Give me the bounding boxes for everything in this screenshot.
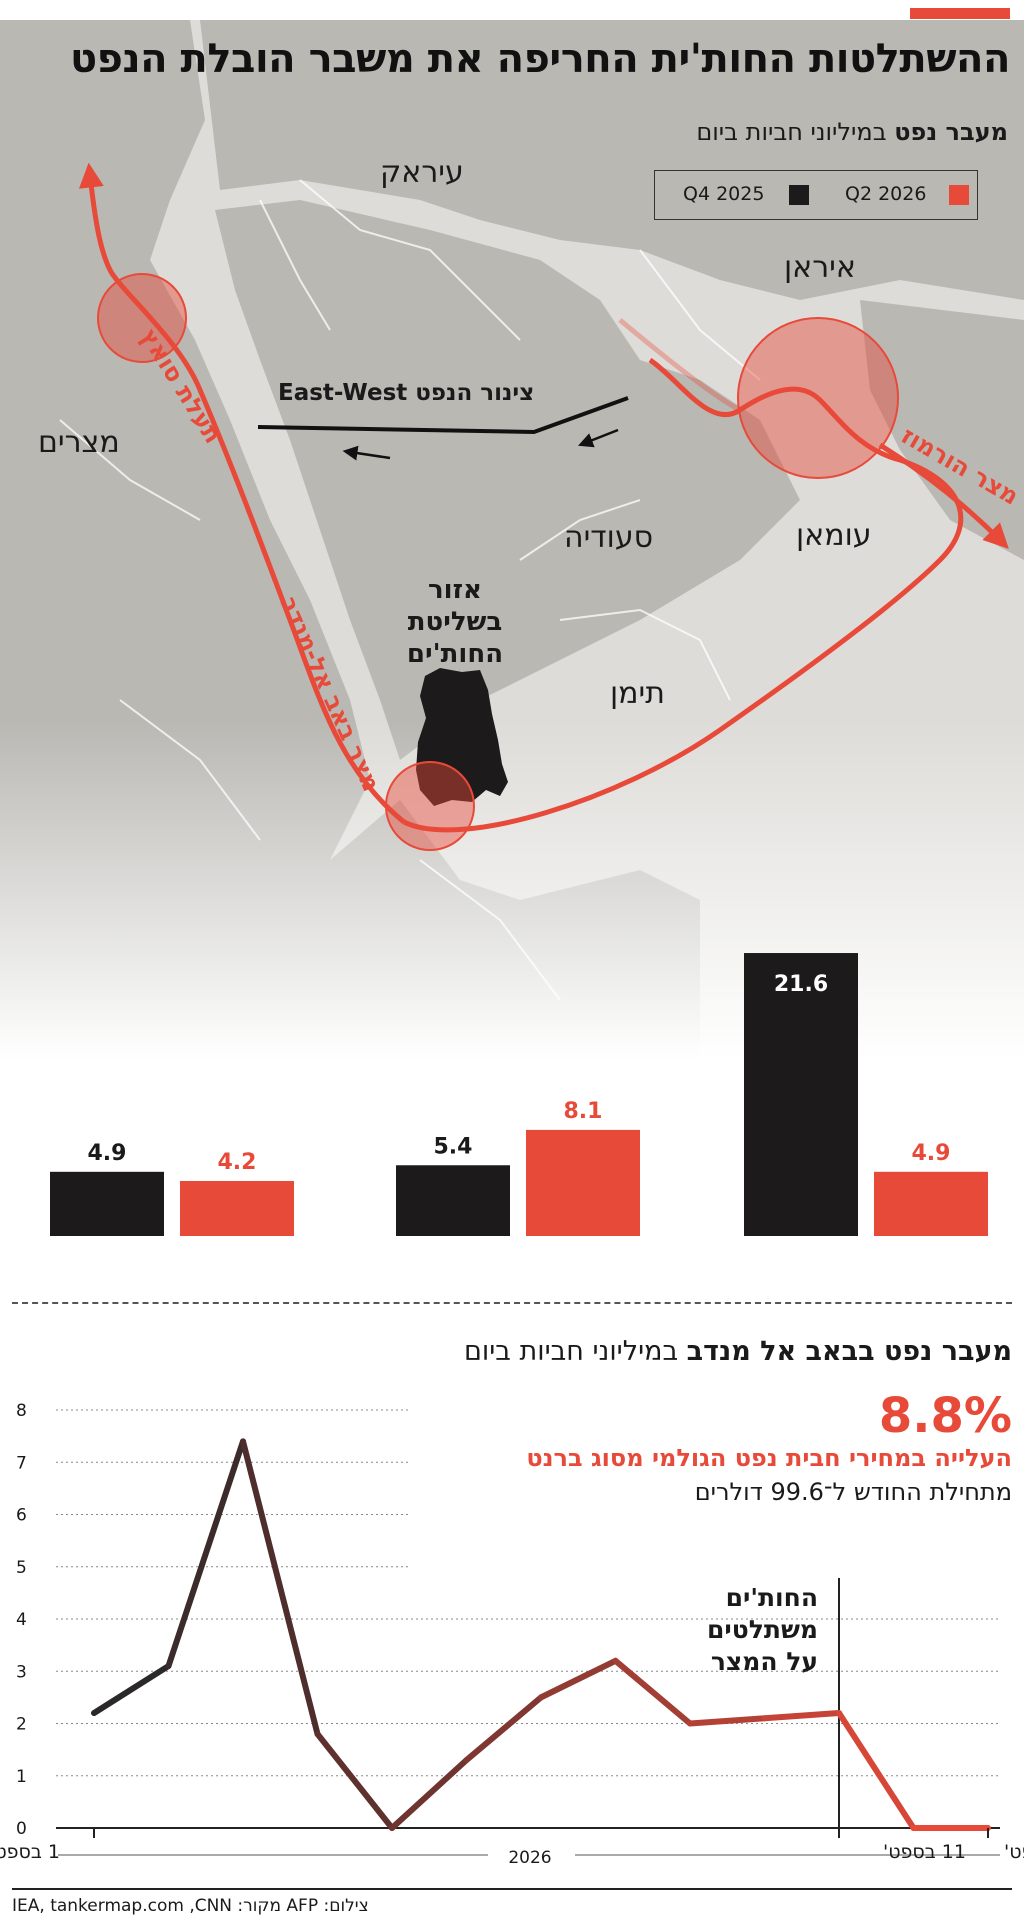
line-segment-11	[836, 1710, 917, 1831]
legend: Q2 2026 Q4 2025	[654, 170, 978, 220]
event-annotation-line-3: על המצר	[710, 1647, 818, 1676]
y-tick-6: 6	[16, 1506, 27, 1526]
line-chart-subtitle: מעבר נפט בבאב אל מנדב במיליוני חביות ביו…	[464, 1336, 1012, 1367]
houthi-zone-line-2: בשליטת	[407, 607, 503, 637]
page-title: ההשתלטות החות'ית החריפה את משבר הובלת הנ…	[70, 36, 1010, 82]
y-tick-5: 5	[16, 1558, 27, 1578]
land-north	[200, 20, 1024, 300]
land-arabia	[215, 200, 800, 760]
event-annotation-line-2: משתלטים	[707, 1615, 818, 1644]
line-segment-4	[314, 1730, 395, 1831]
x-tick-label-1: 1 בספט'	[0, 1841, 60, 1863]
line-segment-5	[389, 1757, 470, 1831]
y-tick-7: 7	[16, 1453, 27, 1473]
land-west	[0, 20, 370, 860]
houthi-zone-line-3: החות'ים	[406, 639, 504, 669]
bar-label-q2-2026-1: 4.9	[912, 1141, 951, 1166]
event-annotation: החות'ים משתלטים על המצר	[638, 1582, 818, 1678]
line-subtitle-bold: מעבר נפט בבאב אל מנדב	[686, 1336, 1012, 1367]
bar-chart: 21.64.9מצר הורמוז5.48.1מצר באב אל־מנדב4.…	[50, 953, 988, 1236]
bab-hub	[385, 761, 475, 851]
bar-q4-2025-1	[744, 953, 858, 1236]
line-subtitle-rest: במיליוני חביות ביום	[464, 1336, 679, 1367]
map-subtitle-bold: מעבר נפט	[894, 118, 1008, 146]
bar-label-q4-2025-2: 5.4	[434, 1134, 473, 1159]
line-segment-6	[463, 1694, 544, 1764]
footer-divider	[12, 1888, 1012, 1890]
map-subtitle: מעבר נפט במיליוני חביות ביום	[696, 118, 1008, 146]
x-axis-year-label: 2026	[508, 1848, 552, 1868]
bar-q2-2026-3	[180, 1180, 294, 1236]
country-label-iran: איראן	[784, 250, 856, 285]
land-iran-east	[860, 300, 1024, 560]
line-segment-8	[612, 1657, 693, 1727]
y-tick-0: 0	[16, 1819, 27, 1839]
y-tick-3: 3	[16, 1662, 27, 1682]
bar-label-q2-2026-2: 8.1	[564, 1099, 603, 1124]
region-map	[0, 20, 1024, 1060]
route-hormuz-exit	[878, 442, 1009, 549]
line-segment-9	[687, 1715, 768, 1727]
y-tick-4: 4	[16, 1610, 27, 1630]
kpi-description: העלייה במחירי חבית נפט הגולמי מסוג ברנט	[526, 1444, 1012, 1472]
line-chart: 0 1 2 3 4 5 6 7 8 1 בספט' 11 בספט' 13 בספט'	[0, 1401, 1024, 1863]
country-label-iraq: עיראק	[380, 155, 464, 190]
line-segment-3	[240, 1438, 321, 1737]
x-tick-label-2: 11 בספט'	[883, 1841, 966, 1863]
bar-q4-2025-3	[50, 1171, 164, 1236]
line-segment-2	[165, 1438, 246, 1670]
event-annotation-line-1: החות'ים	[725, 1583, 818, 1612]
map-subtitle-rest: במיליוני חביות ביום	[696, 118, 887, 146]
hormuz-hub	[737, 317, 899, 479]
y-tick-1: 1	[16, 1767, 27, 1787]
legend-swatch-q2	[949, 185, 969, 205]
route-gulf-faded	[618, 318, 742, 413]
line-segment-10	[761, 1710, 842, 1722]
bar-label-q4-2025-1: 21.6	[774, 972, 828, 997]
legend-label-q4: Q4 2025	[683, 183, 765, 205]
section-divider	[12, 1302, 1012, 1304]
line-segment-1	[91, 1663, 172, 1717]
route-gulf-of-aden	[402, 357, 964, 833]
bar-label-q2-2026-3: 4.2	[218, 1150, 257, 1175]
kpi-value: 8.8%	[878, 1388, 1012, 1444]
bar-label-q4-2025-3: 4.9	[88, 1141, 127, 1166]
borders	[59, 179, 761, 1001]
accent-bar	[910, 8, 1010, 19]
pipeline-arrow-1	[578, 428, 619, 448]
line-segment-7	[538, 1657, 619, 1701]
pipeline-line	[257, 396, 629, 435]
x-tick-label-3: 13 בספט'	[1004, 1841, 1024, 1863]
legend-label-q2: Q2 2026	[845, 183, 927, 205]
country-label-saudi: סעודיה	[564, 520, 654, 555]
kpi-subtext: מתחילת החודש ל־99.6 דולרים	[694, 1478, 1012, 1506]
y-tick-2: 2	[16, 1715, 27, 1735]
houthi-zone-label: אזור בשליטת החות'ים	[390, 574, 520, 670]
y-tick-8: 8	[16, 1401, 27, 1421]
houthi-zone	[416, 668, 508, 806]
bar-q2-2026-1	[874, 1171, 988, 1236]
country-label-egypt: מצרים	[38, 425, 120, 460]
bar-q4-2025-2	[396, 1165, 510, 1236]
route-suez-red-sea	[78, 162, 406, 824]
pipeline-label: צינור הנפט East-West	[278, 380, 535, 406]
legend-swatch-q4	[789, 185, 809, 205]
pipeline-arrow-2	[342, 445, 391, 461]
houthi-zone-line-1: אזור	[428, 575, 482, 605]
country-label-oman: עומאן	[796, 518, 872, 553]
suez-hub	[97, 273, 187, 363]
country-label-yemen: תימן	[610, 676, 665, 711]
source-credit: IEA, tankermap.com ,CNN :מקור AFP :צילום	[12, 1896, 369, 1916]
bar-q2-2026-2	[526, 1129, 640, 1236]
